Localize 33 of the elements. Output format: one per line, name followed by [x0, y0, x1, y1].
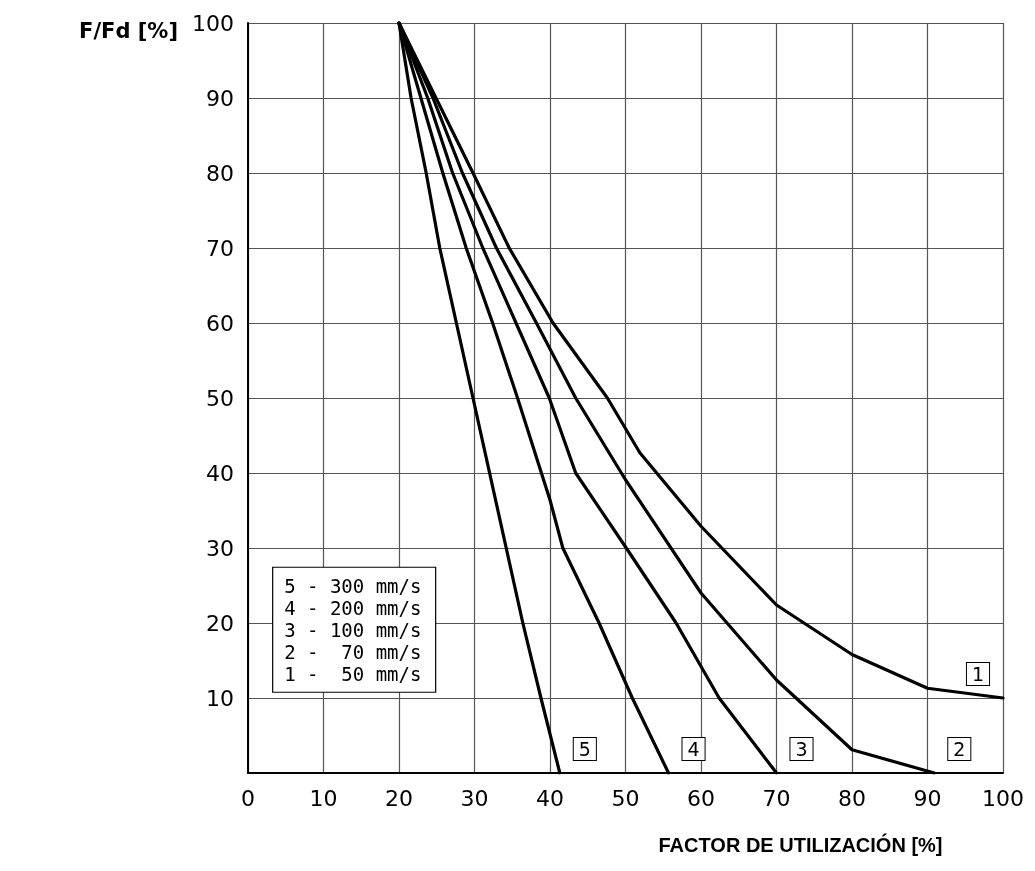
series-label: 4 [687, 738, 700, 760]
x-tick-label: 100 [982, 785, 1024, 811]
x-tick-label: 50 [611, 785, 640, 811]
x-tick-label: 60 [687, 785, 715, 811]
x-tick-label: 70 [762, 785, 791, 811]
y-tick-label: 30 [206, 535, 234, 561]
x-tick-label: 0 [241, 785, 255, 811]
annotation: 1 - 50 mm/s [284, 662, 422, 685]
y-tick-label: 10 [206, 685, 234, 711]
series-label: 2 [953, 738, 966, 760]
x-tick-label: 30 [460, 785, 489, 811]
x-tick-label: 80 [838, 785, 866, 811]
y-tick-label: 90 [206, 85, 234, 111]
annotation: 3 - 100 mm/s [284, 618, 422, 641]
series-label: 5 [578, 738, 591, 760]
y-tick-label: 100 [192, 10, 234, 36]
y-tick-label: 50 [206, 385, 234, 411]
x-tick-label: 90 [913, 785, 942, 811]
annotation: 2 - 70 mm/s [284, 640, 422, 663]
y-axis-title: F/Fd [%] [79, 19, 178, 43]
x-tick-label: 40 [536, 785, 564, 811]
y-tick-label: 20 [206, 610, 234, 636]
series-label: 3 [795, 738, 808, 760]
x-tick-label: 10 [309, 785, 338, 811]
series-label: 1 [971, 663, 985, 685]
x-axis-title: FACTOR DE UTILIZACIÓN [%] [658, 833, 943, 856]
annotation: 5 - 300 mm/s [284, 574, 422, 597]
y-tick-label: 60 [206, 310, 234, 336]
x-tick-label: 20 [385, 785, 413, 811]
y-tick-label: 80 [206, 160, 234, 186]
y-tick-label: 40 [206, 460, 234, 486]
annotation: 4 - 200 mm/s [284, 596, 422, 619]
y-tick-label: 70 [206, 235, 234, 261]
